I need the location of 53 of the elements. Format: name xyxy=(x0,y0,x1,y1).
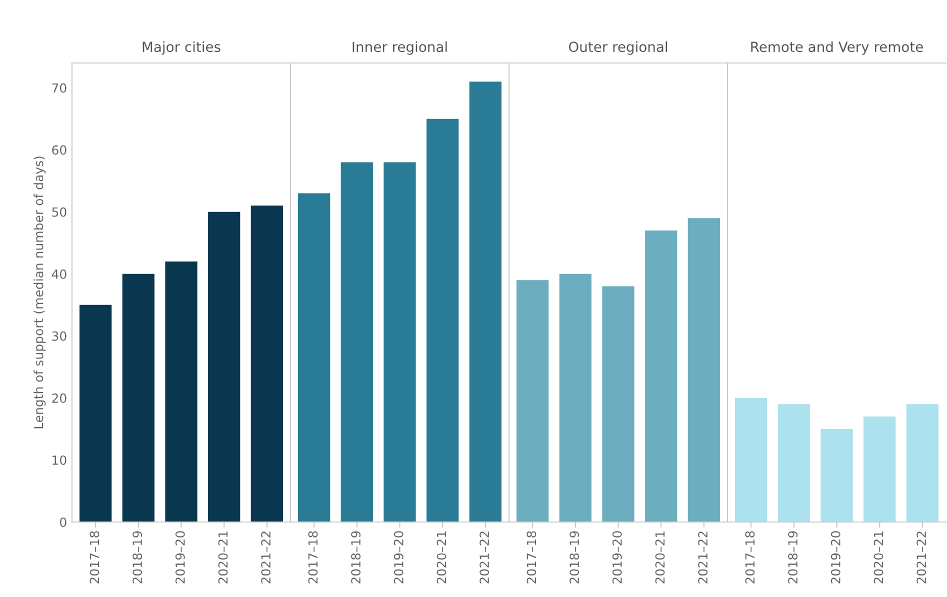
y-tick-label: 50 xyxy=(52,207,66,217)
x-tick-label: 2017–18 xyxy=(308,531,318,584)
y-axis-title: Length of support (median number of days) xyxy=(34,156,46,428)
y-tick-label: 30 xyxy=(52,331,66,341)
bar xyxy=(122,274,154,522)
y-tick-label: 10 xyxy=(52,455,66,465)
bar xyxy=(469,82,502,522)
bar xyxy=(778,404,810,522)
x-tick-label: 2017–18 xyxy=(90,531,100,584)
x-tick-label: 2020–21 xyxy=(655,531,665,584)
bar xyxy=(516,280,549,522)
bar xyxy=(645,230,678,522)
x-tick-label: 2021–22 xyxy=(916,532,926,584)
x-tick-label: 2021–22 xyxy=(480,532,490,584)
chart-title: Outer regional xyxy=(568,41,668,55)
chart-title: Inner regional xyxy=(352,41,447,55)
bar xyxy=(165,261,198,522)
x-tick-label: 2017–18 xyxy=(526,531,536,584)
bar xyxy=(864,416,896,522)
chart-title: Remote and Very remote xyxy=(751,41,923,55)
bar xyxy=(250,206,283,522)
x-tick-label: 2020–21 xyxy=(874,531,884,584)
x-tick-label: 2019–20 xyxy=(394,531,404,584)
bar xyxy=(80,304,112,522)
bar xyxy=(688,218,720,522)
bar xyxy=(208,212,240,522)
x-tick-label: 2019–20 xyxy=(175,531,185,584)
chart-title: Major cities xyxy=(142,41,220,55)
x-tick-label: 2018–19 xyxy=(788,531,798,584)
bar xyxy=(340,162,373,522)
x-tick-label: 2018–19 xyxy=(351,531,361,584)
y-tick-label: 0 xyxy=(60,517,66,527)
y-tick-label: 20 xyxy=(52,393,66,403)
bar xyxy=(602,286,634,522)
x-tick-label: 2020–21 xyxy=(436,531,446,584)
bar xyxy=(735,398,768,522)
y-tick-label: 40 xyxy=(52,269,66,279)
bar xyxy=(426,118,459,522)
y-tick-label: 70 xyxy=(52,83,66,93)
bar xyxy=(559,274,592,522)
x-tick-label: 2021–22 xyxy=(698,532,708,584)
y-tick-label: 60 xyxy=(52,145,66,155)
x-tick-label: 2021–22 xyxy=(261,532,271,584)
bar xyxy=(906,404,938,522)
bar xyxy=(820,428,853,522)
x-tick-label: 2018–19 xyxy=(132,531,142,584)
x-tick-label: 2018–19 xyxy=(570,531,580,584)
x-tick-label: 2020–21 xyxy=(218,531,228,584)
bar xyxy=(384,162,416,522)
x-tick-label: 2017–18 xyxy=(745,531,755,584)
x-tick-label: 2019–20 xyxy=(830,531,840,584)
x-tick-label: 2019–20 xyxy=(612,531,622,584)
bar xyxy=(298,193,330,522)
